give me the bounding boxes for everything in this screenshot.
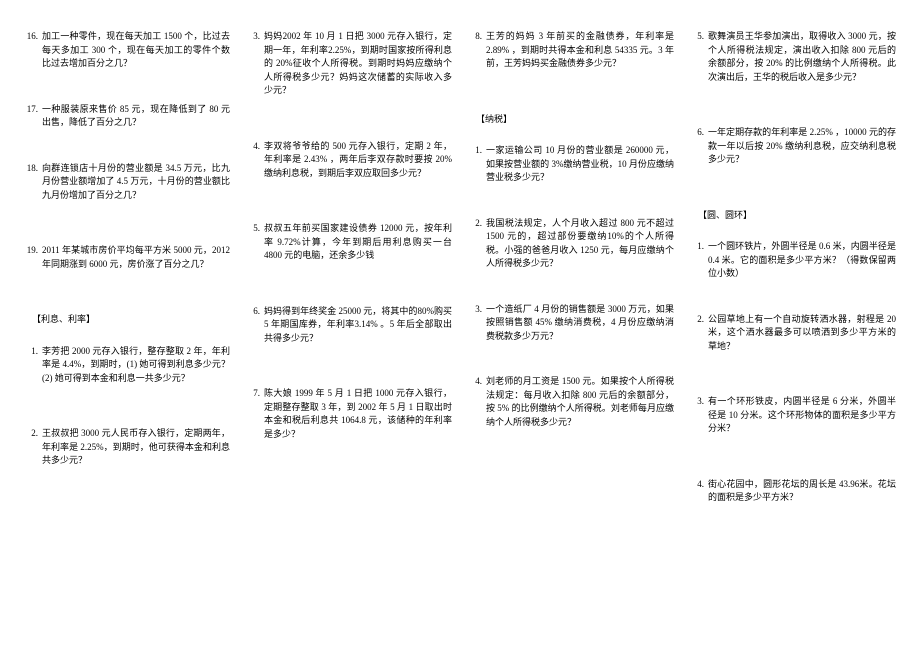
item-text: 一家运输公司 10 月份的营业额是 260000 元，如果按营业额的 3%缴纳营… (486, 144, 674, 185)
item-text: 2011 年某城市房价平均每平方米 5000 元，2012 年同期涨到 6000… (42, 244, 230, 271)
item-number: 4. (468, 375, 486, 429)
problem-item: 6.一年定期存款的年利率是 2.25% ，10000 元的存款一年以后按 20%… (690, 126, 896, 167)
problem-item: 4.刘老师的月工资是 1500 元。如果按个人所得税法规定：每月收入扣除 800… (468, 375, 674, 429)
item-text: 我国税法规定，人个月收入超过 800 元不超过 1500 元的，超过部份要缴纳1… (486, 217, 674, 271)
item-text: 一种服装原来售价 85 元，现在降低到了 80 元出售，降低了百分之几？ (42, 103, 230, 130)
problem-item: 3.一个造纸厂 4 月份的销售额是 3000 万元，如果按照销售额 45% 缴纳… (468, 303, 674, 344)
item-number: 1. (690, 240, 708, 281)
item-text: 一年定期存款的年利率是 2.25% ，10000 元的存款一年以后按 20% 缴… (708, 126, 896, 167)
item-number: 19. (24, 244, 42, 271)
problem-item: 2.王叔叔把 3000 元人民币存入银行，定期两年，年利率是 2.25%，到期时… (24, 427, 230, 468)
item-number: 16. (24, 30, 42, 71)
problem-item: 1.李芳把 2000 元存入银行，整存整取 2 年，年利率是 4.4%，到期时，… (24, 345, 230, 386)
item-number: 3. (246, 30, 264, 98)
column-3: 8.王芳的妈妈 3 年前买的金融债券，年利率是 2.89% ，到期时共得本金和利… (464, 30, 678, 630)
item-number: 3. (690, 395, 708, 436)
item-text: 妈妈2002 年 10 月 1 日把 3000 元存入银行，定期一年，年利率2.… (264, 30, 452, 98)
problem-item: 3.妈妈2002 年 10 月 1 日把 3000 元存入银行，定期一年，年利率… (246, 30, 452, 98)
item-number: 1. (24, 345, 42, 386)
item-number: 1. (468, 144, 486, 185)
item-text: 歌舞演员王华参加演出，取得收入 3000 元，按个人所得税法规定，演出收入扣除 … (708, 30, 896, 84)
item-number: 5. (246, 222, 264, 263)
item-number: 18. (24, 162, 42, 203)
item-number: 6. (246, 305, 264, 346)
item-text: 刘老师的月工资是 1500 元。如果按个人所得税法规定：每月收入扣除 800 元… (486, 375, 674, 429)
problem-item: 18.向群连锁店十月份的营业额是 34.5 万元，比九月份营业额增加了 4.5 … (24, 162, 230, 203)
item-number: 4. (246, 140, 264, 181)
problem-item: 4.李双将爷爷给的 500 元存入银行，定期 2 年，年利率是 2.43% ，两… (246, 140, 452, 181)
item-text: 向群连锁店十月份的营业额是 34.5 万元，比九月份营业额增加了 4.5 万元，… (42, 162, 230, 203)
column-4: 5.歌舞演员王华参加演出，取得收入 3000 元，按个人所得税法规定，演出收入扣… (686, 30, 900, 630)
item-text: 叔叔五年前买国家建设债券 12000 元，按年利率 9.72%计算，今年到期后用… (264, 222, 452, 263)
section-heading-circle: 【圆、圆环】 (698, 209, 896, 223)
section-heading-interest: 【利息、利率】 (32, 313, 230, 327)
item-text: 李双将爷爷给的 500 元存入银行，定期 2 年，年利率是 2.43% ，两年后… (264, 140, 452, 181)
item-number: 2. (24, 427, 42, 468)
item-number: 3. (468, 303, 486, 344)
problem-item: 5.叔叔五年前买国家建设债券 12000 元，按年利率 9.72%计算，今年到期… (246, 222, 452, 263)
item-text: 妈妈得到年终奖金 25000 元，将其中的80%购买 5 年期国库券，年利率3.… (264, 305, 452, 346)
problem-item: 7.陈大娘 1999 年 5 月 1 日把 1000 元存入银行，定期整存整取 … (246, 387, 452, 441)
problem-item: 6.妈妈得到年终奖金 25000 元，将其中的80%购买 5 年期国库券，年利率… (246, 305, 452, 346)
column-1: 16.加工一种零件，现在每天加工 1500 个，比过去每天多加工 300 个，现… (20, 30, 234, 630)
item-number: 17. (24, 103, 42, 130)
item-number: 5. (690, 30, 708, 84)
item-text: 陈大娘 1999 年 5 月 1 日把 1000 元存入银行，定期整存整取 3 … (264, 387, 452, 441)
problem-item: 1.一个圆环铁片，外圆半径是 0.6 米，内圆半径是 0.4 米。它的面积是多少… (690, 240, 896, 281)
item-number: 8. (468, 30, 486, 71)
problem-item: 4.街心花园中，圆形花坛的周长是 43.96米。花坛的面积是多少平方米？ (690, 478, 896, 505)
item-text: 有一个环形铁皮，内圆半径是 6 分米，外圆半径是 10 分米。这个环形物体的面积… (708, 395, 896, 436)
item-number: 2. (690, 313, 708, 354)
item-text: 一个造纸厂 4 月份的销售额是 3000 万元，如果按照销售额 45% 缴纳消费… (486, 303, 674, 344)
problem-item: 8.王芳的妈妈 3 年前买的金融债券，年利率是 2.89% ，到期时共得本金和利… (468, 30, 674, 71)
problem-item: 5.歌舞演员王华参加演出，取得收入 3000 元，按个人所得税法规定，演出收入扣… (690, 30, 896, 84)
problem-item: 2.我国税法规定，人个月收入超过 800 元不超过 1500 元的，超过部份要缴… (468, 217, 674, 271)
problem-item: 19.2011 年某城市房价平均每平方米 5000 元，2012 年同期涨到 6… (24, 244, 230, 271)
item-text: 公园草地上有一个自动旋转洒水器，射程是 20 米，这个洒水器最多可以喷洒到多少平… (708, 313, 896, 354)
item-text: 加工一种零件，现在每天加工 1500 个，比过去每天多加工 300 个，现在每天… (42, 30, 230, 71)
item-number: 4. (690, 478, 708, 505)
problem-item: 16.加工一种零件，现在每天加工 1500 个，比过去每天多加工 300 个，现… (24, 30, 230, 71)
item-text: 王芳的妈妈 3 年前买的金融债券，年利率是 2.89% ，到期时共得本金和利息 … (486, 30, 674, 71)
item-text: 李芳把 2000 元存入银行，整存整取 2 年，年利率是 4.4%，到期时，(1… (42, 345, 230, 386)
problem-item: 3.有一个环形铁皮，内圆半径是 6 分米，外圆半径是 10 分米。这个环形物体的… (690, 395, 896, 436)
item-number: 7. (246, 387, 264, 441)
section-heading-tax: 【纳税】 (476, 113, 674, 127)
problem-item: 17.一种服装原来售价 85 元，现在降低到了 80 元出售，降低了百分之几？ (24, 103, 230, 130)
item-text: 一个圆环铁片，外圆半径是 0.6 米，内圆半径是 0.4 米。它的面积是多少平方… (708, 240, 896, 281)
problem-item: 2.公园草地上有一个自动旋转洒水器，射程是 20 米，这个洒水器最多可以喷洒到多… (690, 313, 896, 354)
column-2: 3.妈妈2002 年 10 月 1 日把 3000 元存入银行，定期一年，年利率… (242, 30, 456, 630)
item-number: 6. (690, 126, 708, 167)
item-text: 街心花园中，圆形花坛的周长是 43.96米。花坛的面积是多少平方米？ (708, 478, 896, 505)
item-text: 王叔叔把 3000 元人民币存入银行，定期两年，年利率是 2.25%，到期时，他… (42, 427, 230, 468)
problem-item: 1.一家运输公司 10 月份的营业额是 260000 元，如果按营业额的 3%缴… (468, 144, 674, 185)
item-number: 2. (468, 217, 486, 271)
